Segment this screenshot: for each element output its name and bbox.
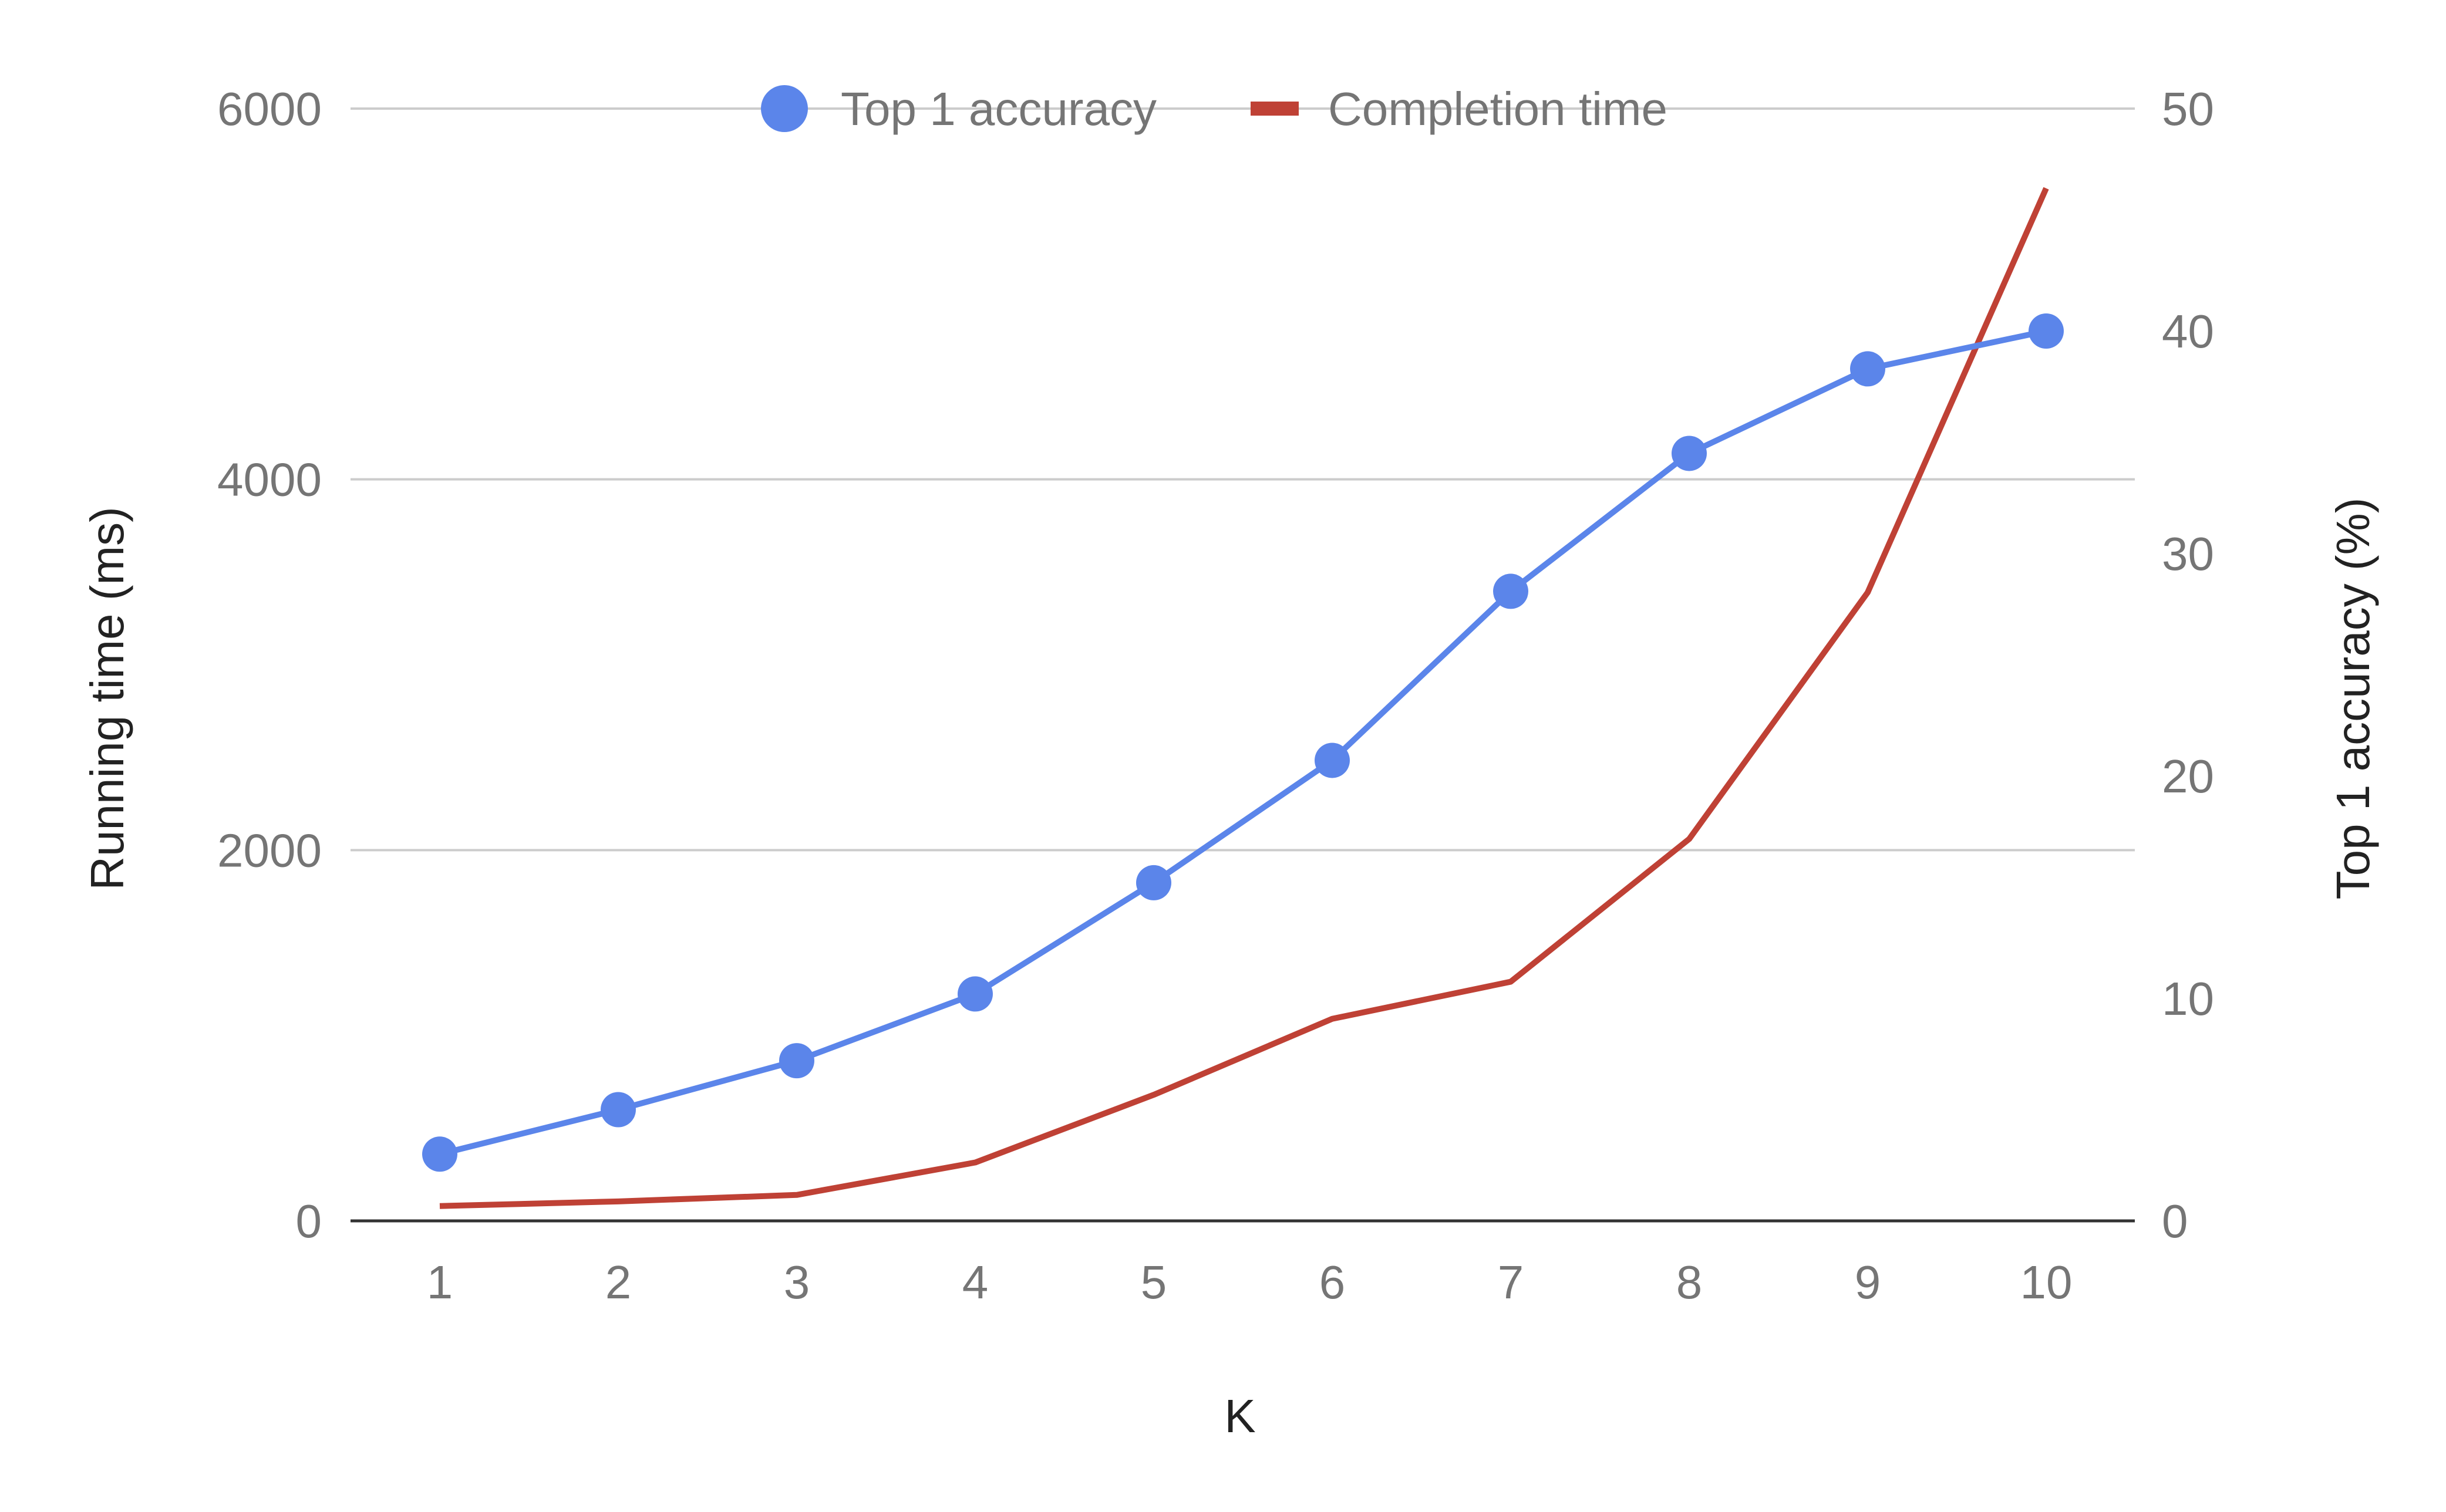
x-tick-label: 9 xyxy=(1855,1256,1881,1308)
x-tick-label: 8 xyxy=(1676,1256,1703,1308)
x-tick-label: 1 xyxy=(427,1256,453,1308)
y-right-tick-label: 0 xyxy=(2162,1195,2188,1247)
x-tick-label: 4 xyxy=(962,1256,989,1308)
y-left-tick-label: 4000 xyxy=(217,454,322,506)
y-right-tick-label: 20 xyxy=(2162,750,2214,802)
y-right-tick-label: 50 xyxy=(2162,83,2214,135)
y-left-tick-label: 6000 xyxy=(217,83,322,135)
data-point-top1-accuracy xyxy=(958,976,993,1012)
legend-label-top1-accuracy: Top 1 accuracy xyxy=(841,83,1157,135)
series xyxy=(422,187,2064,1209)
y-left-tick-label: 0 xyxy=(296,1195,322,1247)
x-tick-label: 7 xyxy=(1498,1256,1524,1308)
x-axis-title: K xyxy=(1224,1390,1255,1442)
y-axis-right-title: Top 1 accuracy (%) xyxy=(2327,498,2379,900)
data-point-top1-accuracy xyxy=(422,1136,457,1172)
data-point-top1-accuracy xyxy=(1493,573,1528,609)
x-tick-label: 2 xyxy=(605,1256,632,1308)
legend-label-completion-time: Completion time xyxy=(1328,83,1667,135)
legend: Top 1 accuracy Completion time xyxy=(761,83,1667,135)
series-line-completion-time xyxy=(439,187,2049,1209)
data-point-top1-accuracy xyxy=(601,1092,636,1128)
data-point-top1-accuracy xyxy=(2029,313,2064,349)
x-tick-label: 3 xyxy=(784,1256,810,1308)
y-right-tick-label: 30 xyxy=(2162,528,2214,580)
x-tick-label: 10 xyxy=(2020,1256,2073,1308)
data-point-top1-accuracy xyxy=(1136,865,1171,900)
legend-marker-top1-accuracy xyxy=(761,85,808,132)
y-axis-left-title: Running time (ms) xyxy=(81,507,133,890)
series-line-top1-accuracy xyxy=(439,328,2047,1157)
data-point-top1-accuracy xyxy=(1315,743,1350,778)
y-right-tick-label: 10 xyxy=(2162,973,2214,1025)
data-point-top1-accuracy xyxy=(779,1043,814,1079)
data-point-top1-accuracy xyxy=(1850,351,1885,387)
y-right-tick-label: 40 xyxy=(2162,305,2214,357)
x-tick-label: 6 xyxy=(1319,1256,1346,1308)
y-left-tick-label: 2000 xyxy=(217,824,322,876)
tick-labels: 0 2000 4000 6000 0 10 20 30 40 50 1 2 3 4 5 6 7 8 9 10 xyxy=(217,83,2214,1308)
gridlines xyxy=(351,107,2135,1223)
legend-marker-completion-time xyxy=(1251,102,1299,116)
data-point-top1-accuracy xyxy=(1672,436,1707,471)
x-tick-label: 5 xyxy=(1141,1256,1167,1308)
